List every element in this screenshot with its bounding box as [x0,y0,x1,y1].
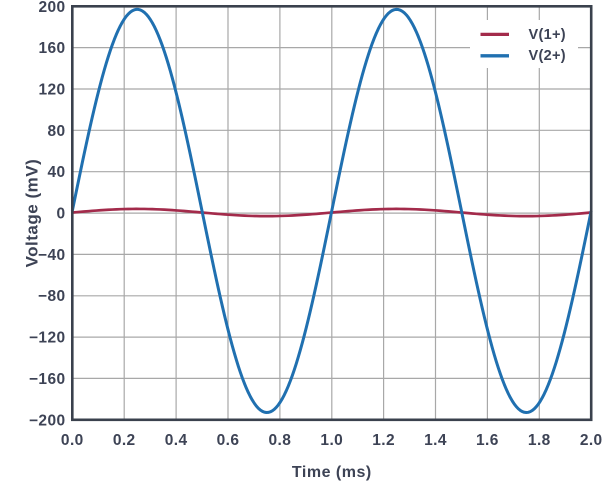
svg-text:1.4: 1.4 [424,432,447,449]
svg-text:V(2+): V(2+) [529,48,566,64]
svg-text:1.8: 1.8 [528,432,551,449]
svg-text:0.8: 0.8 [269,432,292,449]
svg-text:160: 160 [38,40,65,57]
svg-text:Voltage (mV): Voltage (mV) [23,159,42,268]
svg-text:−80: −80 [38,288,66,305]
svg-text:1.0: 1.0 [320,432,343,449]
svg-text:−40: −40 [38,247,66,264]
svg-text:40: 40 [47,164,65,181]
svg-text:−160: −160 [29,371,66,388]
svg-text:0.2: 0.2 [113,432,136,449]
svg-text:0.6: 0.6 [217,432,240,449]
svg-text:80: 80 [47,123,65,140]
svg-text:200: 200 [38,0,65,16]
svg-text:1.6: 1.6 [476,432,499,449]
svg-text:0.4: 0.4 [165,432,188,449]
svg-text:120: 120 [38,82,65,99]
svg-text:Time (ms): Time (ms) [292,464,372,481]
svg-text:2.0: 2.0 [580,432,603,449]
svg-text:1.2: 1.2 [372,432,395,449]
svg-text:0: 0 [56,206,65,223]
svg-text:−120: −120 [29,330,66,347]
svg-text:V(1+): V(1+) [529,27,566,43]
svg-text:−200: −200 [29,412,66,429]
svg-text:0.0: 0.0 [61,432,84,449]
